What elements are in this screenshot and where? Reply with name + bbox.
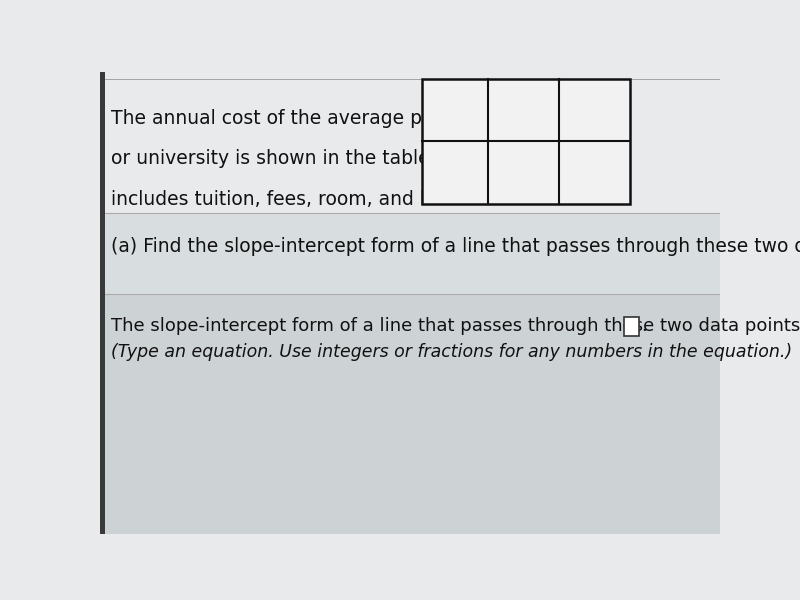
Text: $26,000: $26,000 (486, 163, 560, 181)
Text: The annual cost of the average private college: The annual cost of the average private c… (111, 109, 550, 128)
Text: or university is shown in the table. This cost: or university is shown in the table. Thi… (111, 149, 525, 169)
Text: Cost: Cost (433, 163, 478, 181)
Text: includes tuition, fees, room, and board.: includes tuition, fees, room, and board. (111, 190, 480, 209)
Bar (100, 294, 720, 534)
Text: .: . (642, 317, 647, 335)
Bar (100, 72, 720, 213)
Text: Year: Year (433, 101, 478, 119)
Bar (100, 213, 720, 294)
Text: (a) Find the slope-intercept form of a line that passes through these two data p: (a) Find the slope-intercept form of a l… (111, 237, 800, 256)
Text: $31,000: $31,000 (558, 163, 631, 181)
Bar (100, 72, 105, 534)
Text: (Type an equation. Use integers or fractions for any numbers in the equation.): (Type an equation. Use integers or fract… (111, 343, 792, 361)
Bar (624, 317, 639, 336)
Bar (422, 79, 630, 203)
Text: 2006: 2006 (501, 101, 546, 119)
Text: The slope-intercept form of a line that passes through these two data points is: The slope-intercept form of a line that … (111, 317, 800, 335)
Text: 2008: 2008 (572, 101, 617, 119)
